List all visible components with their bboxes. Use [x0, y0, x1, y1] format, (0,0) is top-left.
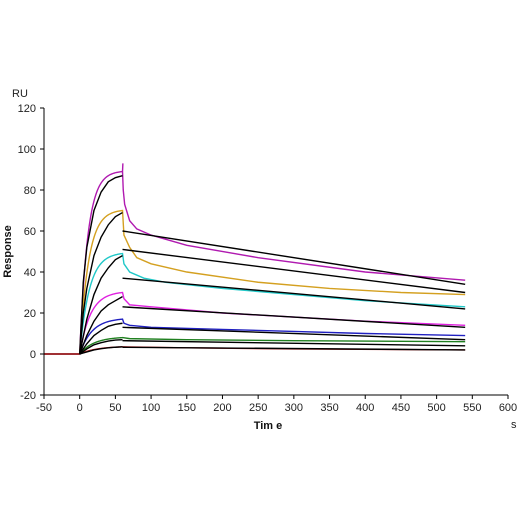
fit-dissociation-6 [122, 339, 466, 347]
y-axis-title: Response [2, 225, 14, 278]
fit-dissociation-2 [122, 248, 466, 294]
y-tick-label: 40 [24, 267, 36, 279]
fit-association-5 [79, 322, 123, 355]
y-tick-label: 100 [18, 144, 36, 156]
x-tick-label: 550 [463, 402, 481, 414]
y-unit-label: RU [12, 88, 28, 100]
fit-association-6 [79, 338, 123, 355]
x-axis-title: Tim e [254, 420, 283, 432]
response-curve-1 [44, 163, 466, 355]
fit-dissociation-3 [122, 277, 466, 310]
fit-association-4 [79, 295, 123, 355]
x-tick-label: 250 [249, 402, 267, 414]
fit-dissociation-5 [122, 326, 466, 341]
fit-dissociation-1 [122, 230, 466, 285]
response-curve-2 [44, 209, 466, 355]
x-tick-label: 0 [77, 402, 83, 414]
x-unit-label: s [511, 419, 517, 431]
y-tick-label: 120 [18, 103, 36, 115]
x-tick-label: 400 [356, 402, 374, 414]
fit-curves [78, 174, 466, 355]
x-tick-label: 450 [392, 402, 410, 414]
response-curve-5 [44, 318, 466, 355]
x-tick-label: 150 [178, 402, 196, 414]
x-tick-label: -50 [36, 402, 52, 414]
response-curve-6 [44, 336, 466, 355]
y-ticks: -20 0 20 40 60 80 100 120 [18, 103, 44, 402]
fit-dissociation-7 [122, 346, 466, 351]
x-ticks: -50 0 50 100 150 200 250 300 350 400 450 500 550 600 [36, 395, 517, 414]
x-tick-label: 350 [320, 402, 338, 414]
x-tick-label: 50 [109, 402, 121, 414]
fit-association-1 [78, 174, 123, 355]
fit-association-7 [79, 346, 123, 355]
x-tick-label: 600 [499, 402, 517, 414]
response-curve-3 [44, 252, 466, 355]
y-tick-label: 80 [24, 185, 36, 197]
response-curve-4 [44, 291, 466, 355]
fit-association-3 [79, 254, 123, 355]
x-tick-label: 200 [213, 402, 231, 414]
y-tick-label: 60 [24, 226, 36, 238]
fit-dissociation-4 [122, 306, 466, 329]
x-tick-label: 100 [142, 402, 160, 414]
axes [43, 108, 508, 396]
y-tick-label: 0 [30, 349, 36, 361]
y-tick-label: 20 [24, 308, 36, 320]
x-tick-label: 500 [427, 402, 445, 414]
y-tick-label: -20 [20, 390, 36, 402]
x-tick-label: 300 [285, 402, 303, 414]
fit-association-2 [78, 211, 123, 355]
plot-area [44, 163, 466, 355]
